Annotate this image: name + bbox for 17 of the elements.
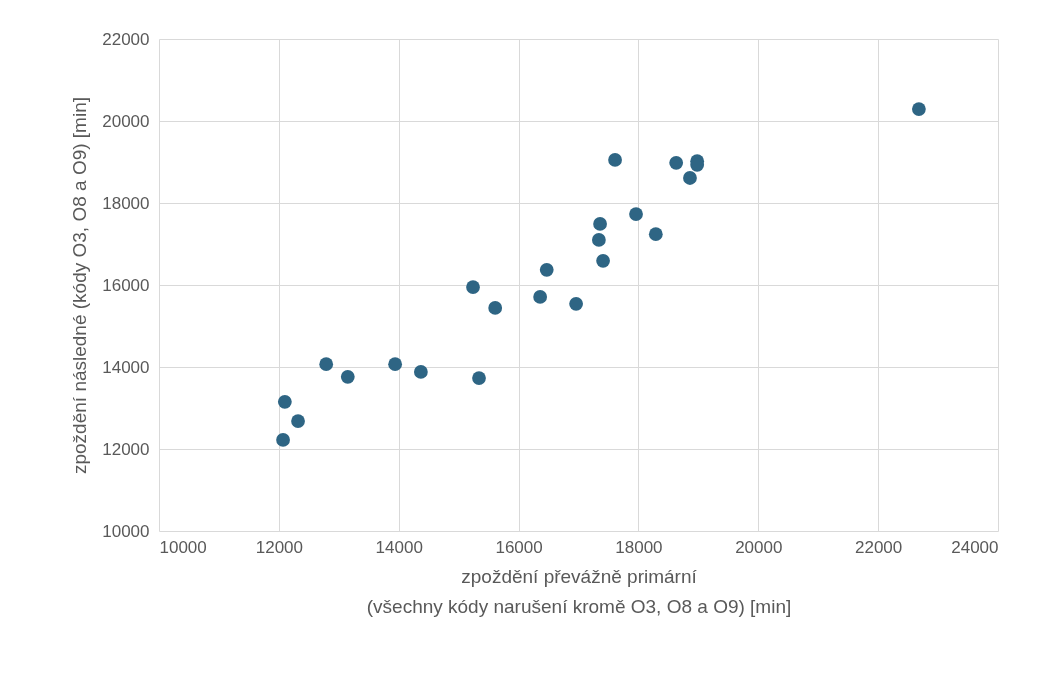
x-tick-label: 12000 (255, 537, 303, 557)
x-tick-label: 22000 (855, 537, 903, 557)
y-tick-label: 12000 (102, 439, 150, 459)
x-tick-label: 20000 (735, 537, 783, 557)
y-axis-title: zpoždění následné (kódy O3, O8 a O9) [min] (69, 96, 91, 475)
x-tick-label: 18000 (615, 537, 663, 557)
y-tick-label: 18000 (102, 193, 150, 213)
x-tick-label: 14000 (375, 537, 423, 557)
y-tick-label: 16000 (102, 275, 150, 295)
y-tick-label: 14000 (102, 357, 150, 377)
y-tick-label: 20000 (102, 111, 150, 131)
x-tick-label: 10000 (159, 537, 207, 557)
y-tick-label: 10000 (102, 521, 150, 541)
x-axis-title: zpoždění převážně primární (všechny kódy narušení kromě O3, O8 a O9) [min] (366, 565, 792, 617)
x-tick-label: 16000 (495, 537, 543, 557)
y-tick-label: 22000 (102, 29, 150, 49)
x-tick-label: 24000 (951, 537, 999, 557)
